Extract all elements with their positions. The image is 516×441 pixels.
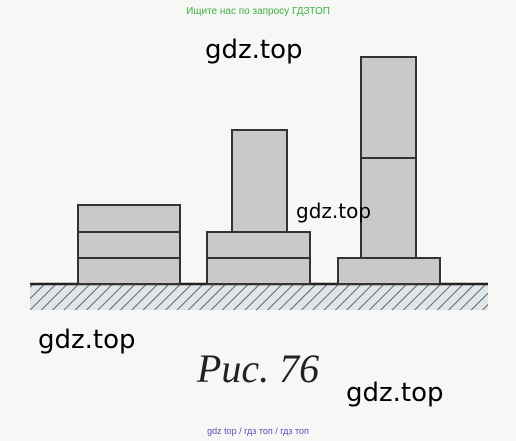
stack-3 [337,56,441,285]
watermark: gdz.top [38,325,136,355]
slab [77,204,181,233]
header-text: Ищите нас по запросу ГДЗТОП [186,6,330,17]
slab [337,257,441,285]
stack-2 [206,129,311,285]
watermark: gdz.top [205,35,303,65]
slab [77,257,181,285]
watermark: gdz.top [296,199,371,223]
tall-block [360,157,417,259]
slab [77,231,181,259]
tall-block [360,56,417,159]
slab [206,231,311,259]
caption: Рис. 76 [196,346,319,391]
watermark: gdz.top [346,378,444,408]
stack-1 [77,204,181,285]
ground [30,284,488,310]
slab [206,257,311,285]
figure: Рис. 76 [30,56,488,391]
footer-text: gdz top / гдз топ / гдз топ [207,426,309,436]
tall-block [231,129,288,233]
